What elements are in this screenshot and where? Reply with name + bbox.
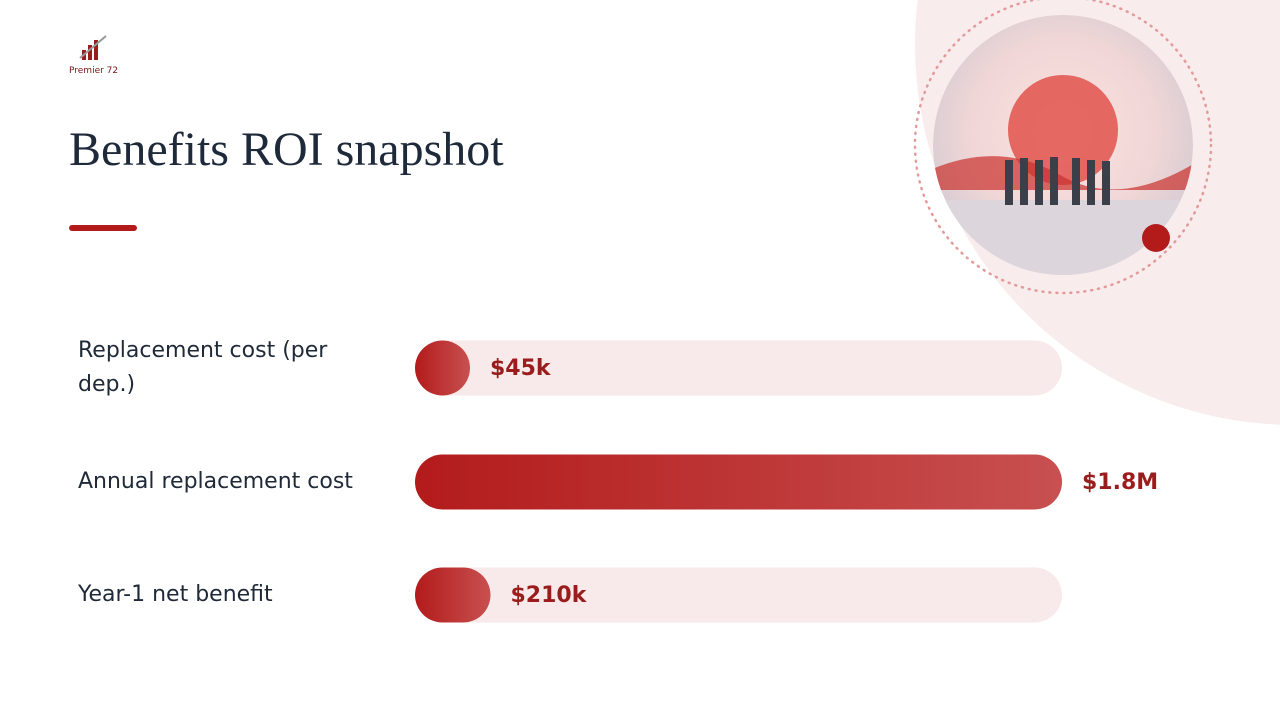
- bar: [415, 340, 470, 396]
- logo-text: Premier 72: [69, 66, 118, 76]
- bar-track: [415, 340, 1062, 396]
- bar: [415, 567, 491, 623]
- value-label: $45k: [490, 356, 552, 381]
- category-label: Year-1 net benefit: [78, 582, 273, 607]
- dotted-ring: [913, 0, 1213, 295]
- title-underline: [69, 225, 137, 231]
- bar: [415, 454, 1062, 510]
- slide-title: Benefits ROI snapshot: [69, 123, 504, 176]
- category-label: Replacement cost (per dep.): [78, 338, 328, 397]
- value-label: $210k: [510, 583, 587, 608]
- category-label: Annual replacement cost: [78, 469, 353, 494]
- accent-dot: [1142, 224, 1170, 252]
- value-label: $1.8M: [1082, 470, 1158, 495]
- logo: Premier 72: [69, 35, 118, 76]
- bar-track: [415, 567, 1062, 623]
